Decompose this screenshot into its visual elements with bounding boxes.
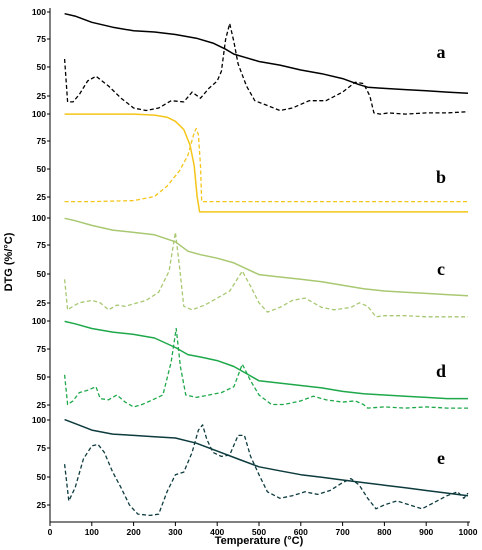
- y-tick-label: 25: [37, 91, 47, 101]
- x-tick-label: 500: [252, 527, 266, 537]
- y-tick-label: 100: [32, 415, 46, 425]
- y-tick-label: 50: [37, 62, 47, 72]
- y-tick-label: 100: [32, 109, 46, 119]
- dtg-series-e: [63, 424, 469, 517]
- y-tick-label: 75: [37, 136, 47, 146]
- tg-series-b: [64, 113, 468, 213]
- panel-label-e: e: [437, 448, 445, 468]
- tg-series-e: [64, 418, 469, 497]
- y-tick-label: 25: [37, 298, 47, 308]
- x-tick-label: 200: [127, 527, 141, 537]
- x-tick-label: 1000: [459, 527, 478, 537]
- y-axis-label: DTG (%/°C): [3, 232, 15, 291]
- tg-series-c: [64, 217, 469, 297]
- x-tick-label: 300: [168, 527, 182, 537]
- panel-label-c: c: [437, 259, 445, 279]
- x-tick-label: 400: [210, 527, 224, 537]
- dtg-series-c: [63, 231, 468, 318]
- panel-b: 100 75 50 25 b: [32, 109, 468, 213]
- axes-layer: 0 100 200 300 400 500 600 700 800 900 1000: [48, 8, 478, 537]
- x-tick-label: 700: [336, 527, 350, 537]
- x-tick-label: 800: [377, 527, 391, 537]
- panel-a: 100 75 50 25 a: [32, 7, 469, 115]
- y-tick-label: 50: [37, 164, 47, 174]
- y-tick-label: 75: [37, 443, 47, 453]
- x-tick-label: 900: [419, 527, 433, 537]
- y-tick-label: 25: [37, 400, 47, 410]
- y-tick-label: 50: [37, 472, 47, 482]
- y-tick-label: 75: [37, 344, 47, 354]
- x-tick-label: 0: [48, 527, 53, 537]
- y-tick-label: 75: [37, 240, 47, 250]
- panel-label-a: a: [437, 42, 446, 62]
- x-tick-label: 600: [294, 527, 308, 537]
- y-tick-label: 50: [37, 372, 47, 382]
- panels-layer: 100 75 50 25 a 100 75 50 25 b 100 75 50 25 c 100 75 50 25 d…: [32, 7, 469, 517]
- y-tick-label: 75: [37, 34, 47, 44]
- dtg-series-b: [64, 127, 468, 203]
- x-tick-label: 100: [85, 527, 99, 537]
- tg-series-d: [64, 320, 468, 400]
- dtg-series-a: [63, 22, 469, 115]
- panel-label-b: b: [436, 167, 446, 187]
- panel-c: 100 75 50 25 c: [32, 213, 469, 318]
- panel-d: 100 75 50 25 d: [32, 316, 468, 410]
- panel-label-d: d: [436, 361, 446, 381]
- panel-e: 100 75 50 25 e: [32, 415, 469, 517]
- y-tick-label: 100: [32, 213, 46, 223]
- y-tick-label: 50: [37, 269, 47, 279]
- y-tick-label: 25: [37, 500, 47, 510]
- x-axis-label: Temperature (°C): [215, 535, 304, 547]
- y-tick-label: 100: [32, 7, 46, 17]
- dtg-series-d: [63, 327, 468, 409]
- y-tick-label: 25: [37, 192, 47, 202]
- tg-series-a: [64, 12, 469, 95]
- y-tick-label: 100: [32, 316, 46, 326]
